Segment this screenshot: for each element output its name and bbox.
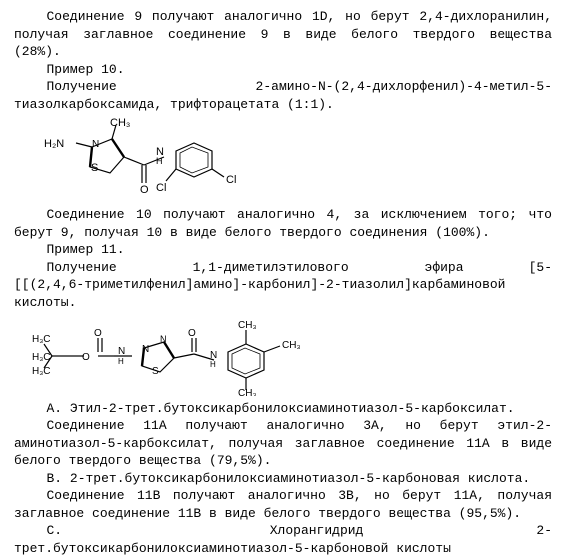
svg-text:H: H (210, 360, 216, 369)
svg-text:O: O (82, 352, 90, 363)
paragraph-11: C. Хлорангидрид 2-трет.бутоксикарбонилок… (14, 522, 552, 557)
svg-text:O: O (94, 328, 102, 339)
structure-1: H₂N S CH₃ O N H Cl Cl N (32, 117, 552, 202)
p3a: Получение (47, 79, 117, 94)
p11b: Хлорангидрид (270, 523, 364, 538)
paragraph-8: Соединение 11A получают аналогично 3A, н… (14, 417, 552, 470)
paragraph-7: A. Этил-2-трет.бутоксикарбонилоксиаминот… (14, 400, 552, 418)
p6c: эфира (425, 260, 464, 275)
svg-text:O: O (188, 328, 196, 339)
paragraph-4: Соединение 10 получают аналогично 4, за … (14, 206, 552, 241)
paragraph-10: Соединение 11B получают аналогично 3B, н… (14, 487, 552, 522)
svg-text:CH₃: CH₃ (238, 320, 257, 331)
paragraph-9: B. 2-трет.бутоксикарбонилоксиаминотиазол… (14, 470, 552, 488)
structure-2: H₃C H₃C H₃C O O N H N S N O N H CH₃ CH₃ … (32, 316, 552, 396)
p6a: Получение (47, 260, 117, 275)
p6b: 1,1-диметилэтилового (193, 260, 349, 275)
svg-text:Cl: Cl (226, 174, 236, 186)
paragraph-6: Получение 1,1-диметилэтилового эфира [5-… (14, 259, 552, 312)
svg-text:CH₃: CH₃ (238, 388, 257, 396)
svg-text:S: S (152, 366, 159, 377)
svg-text:N: N (142, 344, 149, 355)
svg-text:CH₃: CH₃ (110, 117, 130, 129)
svg-text:H: H (118, 357, 124, 366)
svg-text:N: N (92, 139, 99, 150)
svg-text:N: N (160, 334, 167, 344)
svg-text:H: H (156, 156, 163, 166)
svg-text:N: N (118, 346, 125, 357)
svg-text:H₃C: H₃C (32, 366, 51, 377)
example-11-label: Пример 11. (14, 241, 552, 259)
svg-text:Cl: Cl (156, 182, 166, 194)
paragraph-1: Соединение 9 получают аналогично 1D, но … (14, 8, 552, 61)
svg-text:H₂N: H₂N (44, 138, 64, 150)
svg-text:O: O (140, 184, 149, 196)
p11a: C. (47, 523, 63, 538)
svg-text:CH₃: CH₃ (282, 340, 301, 351)
svg-text:S: S (91, 162, 98, 174)
paragraph-3: Получение 2-амино-N-(2,4-дихлорфенил)-4-… (14, 78, 552, 113)
svg-text:H₃C: H₃C (32, 334, 51, 345)
example-10-label: Пример 10. (14, 61, 552, 79)
svg-text:H₃C: H₃C (32, 352, 51, 363)
